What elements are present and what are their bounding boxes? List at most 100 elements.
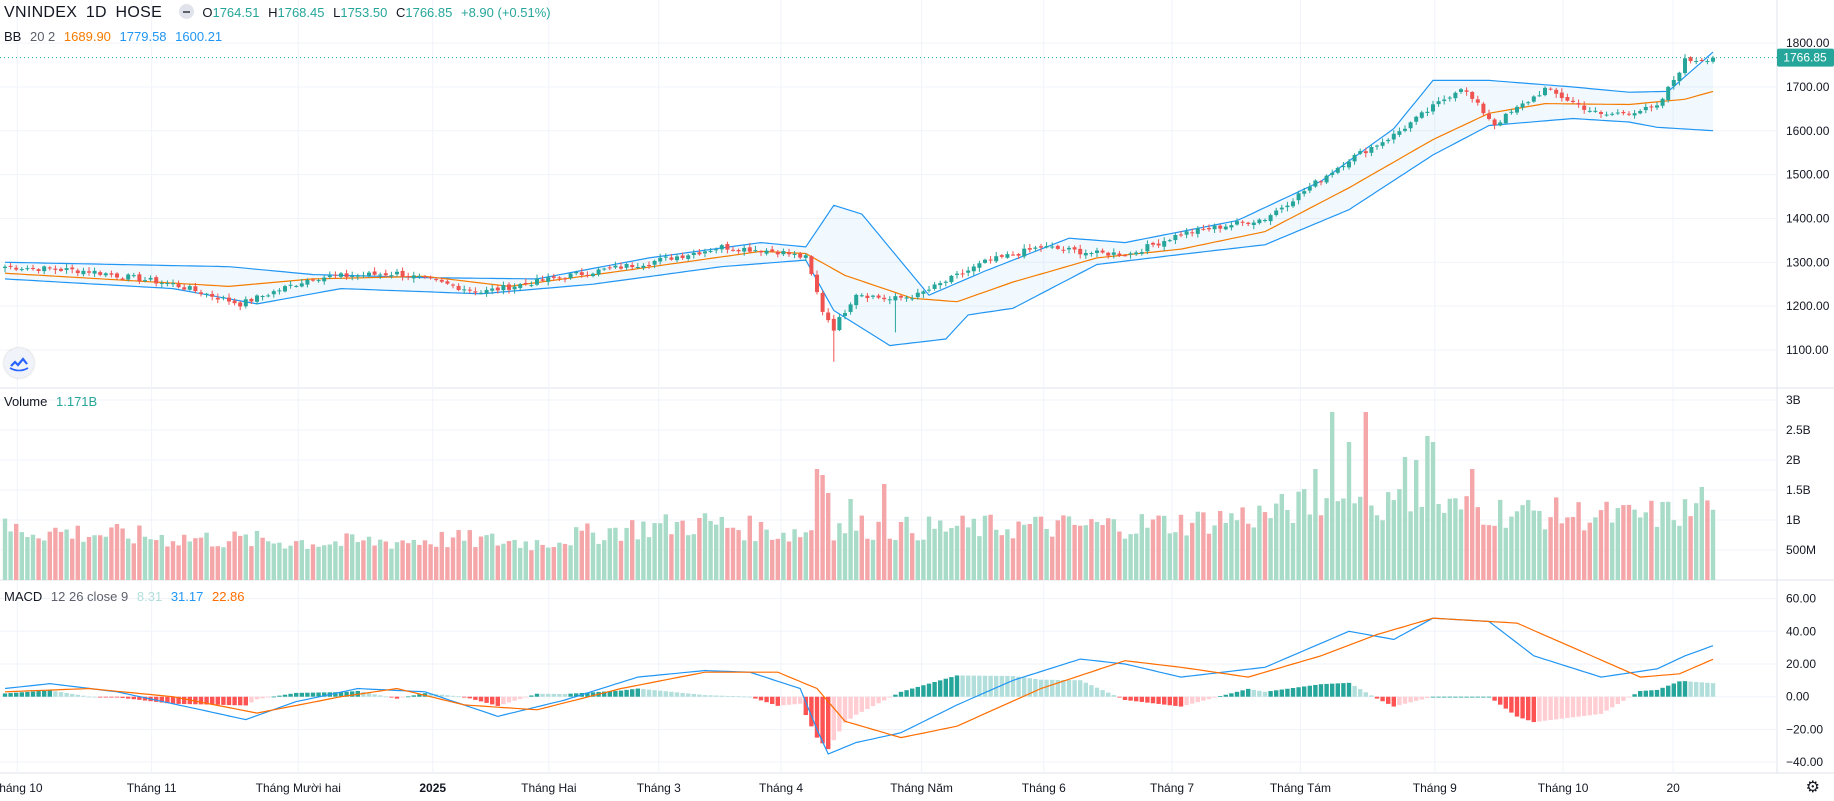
volume-bar (1453, 498, 1458, 580)
candle-body (8, 265, 13, 267)
macd-histogram-bar (1335, 683, 1340, 697)
candle-body (602, 268, 607, 270)
bb-label[interactable]: BB (4, 29, 22, 44)
candle-body (1235, 221, 1239, 225)
candle-body (1627, 113, 1631, 115)
volume-bar (1145, 527, 1150, 580)
macd-histogram-bar (109, 696, 114, 698)
volume-bar (120, 528, 125, 580)
macd-histogram-bar (406, 696, 411, 698)
macd-histogram-bar (646, 689, 652, 697)
candle-body (613, 265, 618, 268)
macd-histogram-bar (1111, 695, 1116, 697)
volume-bar (1537, 510, 1542, 580)
volume-bar (1044, 528, 1049, 580)
macd-histogram-bar (988, 675, 993, 697)
candle-body (1358, 151, 1363, 154)
candle-body (260, 296, 265, 298)
candle-body (238, 302, 243, 307)
candle-body (781, 251, 786, 255)
volume-bar (725, 527, 730, 580)
macd-histogram-bar (14, 692, 19, 697)
volume-bar (1643, 512, 1648, 580)
volume-bar (574, 527, 579, 580)
collapse-legend-button[interactable] (178, 4, 194, 19)
candle-body (708, 250, 713, 252)
candle-body (652, 260, 657, 265)
volume-bar (490, 533, 495, 580)
candle-body (445, 281, 450, 284)
candle-body (843, 313, 847, 316)
settings-gear-icon[interactable]: ⚙ (1805, 779, 1820, 796)
candle-body (372, 271, 377, 275)
candle-body (1447, 97, 1452, 99)
macd-histogram-bar (333, 692, 338, 697)
volume-bar (226, 541, 232, 580)
candle-body (165, 283, 170, 285)
candle-body (288, 284, 293, 286)
candle-body (42, 266, 47, 272)
volume-bar (473, 547, 478, 580)
volume-bar (960, 515, 965, 580)
interval-label[interactable]: 1D (85, 4, 107, 21)
volume-bar (1022, 524, 1027, 580)
candle-body (759, 251, 763, 253)
volume-axis-tick-label: 3B (1786, 393, 1801, 407)
macd-histogram-bar (1526, 696, 1531, 721)
macd-histogram-bar (170, 696, 176, 704)
macd-histogram-bar (798, 696, 803, 704)
candle-body (1285, 205, 1290, 208)
volume-bar (686, 535, 691, 580)
macd-histogram-bar (350, 691, 355, 697)
macd-histogram-bar (81, 695, 86, 697)
candle-body (339, 273, 343, 277)
macd-histogram-bar (1492, 696, 1497, 701)
candle-body (1246, 222, 1251, 225)
macd-histogram-bar (697, 694, 702, 697)
volume-bar (999, 535, 1004, 580)
candle-body (423, 276, 427, 278)
macd-histogram-bar (764, 696, 769, 703)
candle-body (479, 292, 483, 294)
price-axis-tick-label: 1300.00 (1786, 255, 1830, 269)
tradingview-logo[interactable] (4, 348, 34, 378)
macd-label[interactable]: MACD (4, 589, 43, 604)
volume-bar (764, 529, 769, 580)
volume-bar (1419, 506, 1424, 580)
volume-bar (540, 544, 545, 580)
candle-body (1061, 249, 1066, 251)
volume-bar (372, 545, 377, 580)
symbol-label[interactable]: VNINDEX (4, 4, 78, 21)
volume-bar (926, 516, 932, 580)
candle-body (159, 282, 164, 284)
volume-bar (1050, 536, 1055, 580)
macd-histogram-bar (1587, 696, 1592, 716)
macd-histogram-bar (1576, 696, 1581, 717)
macd-histogram-bar (1307, 685, 1312, 697)
macd-histogram-bar (523, 696, 528, 698)
candle-body (1503, 113, 1508, 124)
volume-bar (1111, 519, 1116, 580)
volume-bar (870, 539, 876, 580)
candle-body (53, 268, 58, 270)
candle-body (215, 297, 220, 300)
volume-axis-tick-label: 500M (1786, 543, 1816, 557)
volume-bar (316, 546, 321, 580)
volume-bar (344, 533, 349, 580)
volume-bar (137, 525, 142, 580)
candle-body (770, 249, 775, 252)
volume-bar (1296, 491, 1301, 580)
volume-bar (982, 515, 988, 580)
candle-body (1162, 241, 1167, 247)
candle-body (1027, 248, 1032, 250)
candle-body (1050, 246, 1055, 248)
macd-histogram-bar (1324, 683, 1329, 697)
volume-label[interactable]: Volume (4, 394, 48, 409)
macd-axis-tick-label: −20.00 (1786, 722, 1823, 736)
macd-histogram-bar (64, 692, 69, 697)
macd-histogram-bar (1184, 696, 1189, 706)
macd-histogram-bar (1386, 696, 1391, 704)
macd-histogram-bar (982, 675, 988, 697)
candle-body (1666, 86, 1671, 101)
